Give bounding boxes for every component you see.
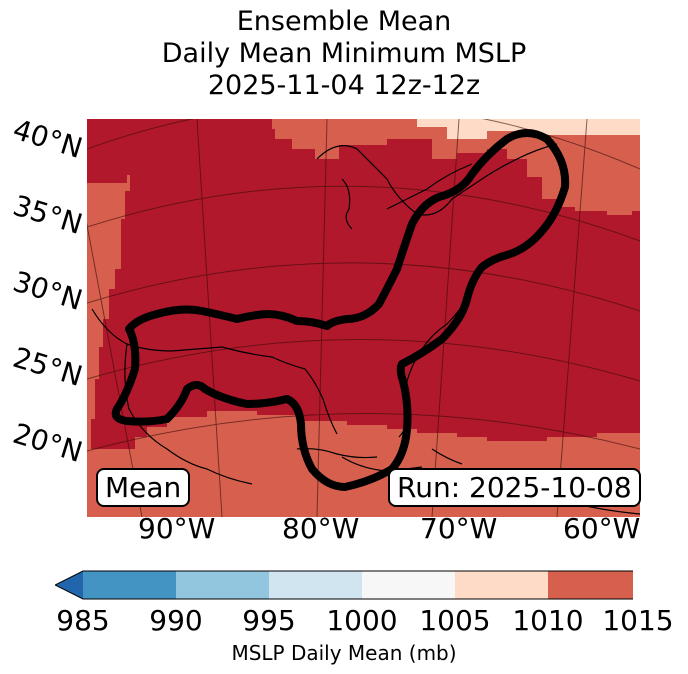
colorbar-segment-990-995 xyxy=(176,571,269,599)
mslp-threshold-contour xyxy=(111,129,570,491)
title-line-2: Daily Mean Minimum MSLP xyxy=(161,38,527,69)
colorbar-segment-1005-1010 xyxy=(455,571,548,599)
lon-label-60w: 60°W xyxy=(563,512,641,545)
colorbar-label: MSLP Daily Mean (mb) xyxy=(231,641,457,665)
colorbar-segment-985-990 xyxy=(83,571,176,599)
colorbar-tick-990: 990 xyxy=(149,604,203,637)
colorbar xyxy=(55,570,633,600)
lat-label-35: 35°N xyxy=(9,188,87,241)
lat-label-30: 30°N xyxy=(9,264,87,317)
lon-label-80w: 80°W xyxy=(282,512,360,545)
colorbar-tick-985: 985 xyxy=(56,604,110,637)
colorbar-tick-1005: 1005 xyxy=(419,604,491,637)
colorbar-segment-1010-1015 xyxy=(548,571,633,599)
lat-label-20: 20°N xyxy=(9,416,87,469)
pressure-field-1005-1010-west xyxy=(87,175,130,449)
lat-label-40: 40°N xyxy=(9,112,87,165)
colorbar-tick-1010: 1010 xyxy=(512,604,584,637)
colorbar-tick-995: 995 xyxy=(242,604,296,637)
title-line-3: 2025-11-04 12z-12z xyxy=(207,70,481,101)
graticule xyxy=(87,119,640,517)
mean-label: Mean xyxy=(96,468,191,507)
colorbar-tick-1015: 1015 xyxy=(602,604,674,637)
title-line-1: Ensemble Mean xyxy=(236,6,452,37)
lon-label-90w: 90°W xyxy=(138,512,216,545)
colorbar-tick-1000: 1000 xyxy=(326,604,398,637)
colorbar-segment-995-1000 xyxy=(269,571,362,599)
run-date-label: Run: 2025-10-08 xyxy=(388,468,641,507)
colorbar-segment-1000-1005 xyxy=(362,571,455,599)
mslp-map xyxy=(87,119,640,517)
colorbar-arrow-low xyxy=(55,571,83,599)
lat-label-25: 25°N xyxy=(9,340,87,393)
lon-label-70w: 70°W xyxy=(420,512,498,545)
colorbar-outline xyxy=(55,570,633,600)
